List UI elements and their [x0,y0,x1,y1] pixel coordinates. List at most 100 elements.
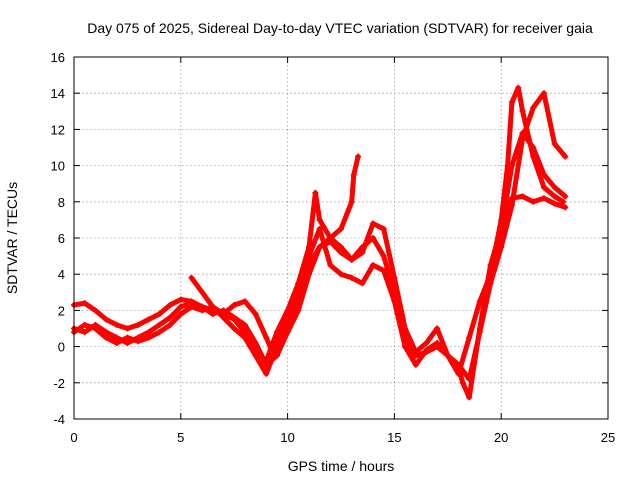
data-point [124,334,131,341]
data-point [551,193,558,200]
data-point [338,225,344,232]
data-point [135,338,142,345]
x-tick-label: 20 [494,430,508,445]
data-point [81,300,88,307]
data-point [355,153,362,160]
data-point [220,311,227,318]
data-point [519,130,526,137]
data-point [135,321,142,328]
data-point [348,274,355,281]
data-point [231,325,238,332]
data-point [188,303,195,310]
data-point [459,379,466,386]
data-point [519,108,526,115]
y-tick-label: 4 [58,267,65,282]
data-point [434,325,441,332]
data-point [338,271,344,278]
y-tick-label: 2 [58,303,65,318]
data-point [487,271,494,278]
data-point [316,216,323,223]
data-point [562,193,569,200]
y-tick-label: -4 [53,412,65,427]
data-point [560,198,567,205]
data-point [370,235,377,241]
data-point [348,198,355,205]
grid [74,57,608,419]
data-point [156,311,163,318]
y-tick-label: 16 [51,50,65,65]
data-point [476,329,483,336]
data-point [466,376,473,383]
data-point [359,249,366,256]
data-point [380,225,387,232]
x-tick-label: 25 [601,430,615,445]
data-point [103,329,110,336]
data-point [231,301,238,308]
data-point [370,220,377,227]
data-point [113,321,120,328]
data-point [263,358,270,365]
series-line [488,85,566,277]
data-point [530,104,537,111]
x-tick-label: 0 [70,430,77,445]
data-point [350,171,357,178]
data-point [515,84,522,91]
data-point [476,298,483,305]
data-point [273,329,280,336]
data-point [209,311,216,318]
data-point [103,334,110,341]
data-point [562,204,569,211]
data-point [348,256,355,263]
data-point [103,316,110,323]
data-point [466,334,473,341]
data-point [295,298,302,305]
data-point [81,321,88,328]
data-point [391,274,398,281]
data-point [327,262,334,269]
data-point [295,280,302,287]
series-track-2 [71,90,569,383]
data-point [273,343,280,350]
data-point [530,198,537,205]
data-point [167,301,174,308]
data-point [551,184,558,191]
data-point [380,253,387,260]
data-point [199,307,206,314]
data-point [145,316,152,323]
data-point [284,321,291,328]
data-point [167,314,174,321]
data-point [466,394,473,401]
series-track-5 [487,84,567,278]
data-point [156,321,163,328]
data-point [92,325,99,332]
series-line [189,154,361,364]
y-tick-label: -2 [53,376,65,391]
data-point [562,153,569,160]
data-point [540,195,547,202]
data-point [540,90,547,97]
y-tick-label: 8 [58,195,65,210]
data-point [402,343,409,350]
y-tick-label: 14 [51,86,65,101]
data-point [423,347,430,354]
data-point [391,298,398,305]
axis-ticks: 0 5 10 15 20 25 -4 -2 0 2 4 6 8 10 12 14 16 [51,50,616,445]
data-point [444,352,451,359]
series-track-4 [188,153,362,365]
data-point [540,184,547,191]
data-point [263,334,270,341]
data-point [504,162,511,169]
data-point [81,329,88,336]
data-point [156,329,163,336]
data-point [209,303,216,310]
y-tick-label: 0 [58,340,65,355]
data-point [423,339,430,346]
data-point [263,370,270,377]
data-point [199,289,206,296]
y-tick-label: 6 [58,231,65,246]
x-tick-label: 15 [387,430,401,445]
x-axis-label: GPS time / hours [288,458,395,474]
data-point [241,298,248,305]
x-tick-label: 10 [280,430,294,445]
